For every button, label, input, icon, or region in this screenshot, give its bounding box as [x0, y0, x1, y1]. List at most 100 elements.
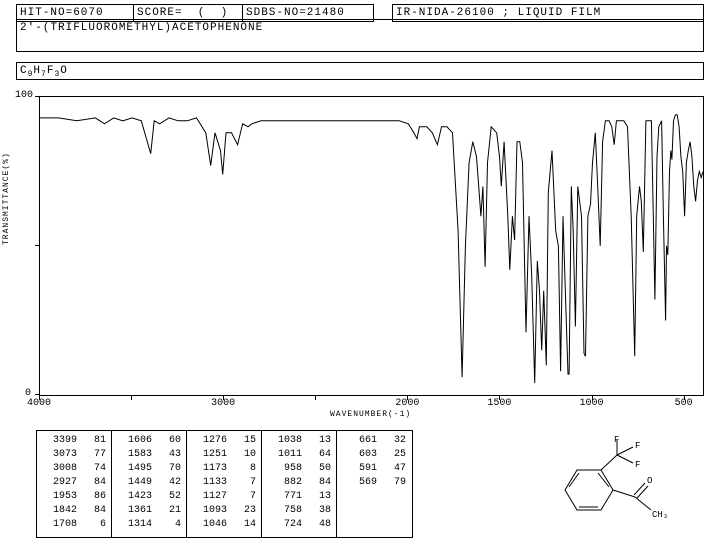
peak-wavenumber: 958	[262, 462, 306, 476]
peak-wavenumber: 3399	[37, 434, 81, 448]
peak-wavenumber: 1314	[112, 518, 156, 532]
peak-intensity: 77	[81, 448, 110, 462]
peak-wavenumber: 1251	[187, 448, 231, 462]
peak-row: 17086	[37, 518, 111, 532]
peak-wavenumber: 1038	[262, 434, 306, 448]
peak-intensity: 25	[381, 448, 410, 462]
peak-intensity: 84	[81, 504, 110, 518]
o-label: O	[647, 476, 652, 486]
peak-wavenumber: 1606	[112, 434, 156, 448]
xtick-label: 3000	[211, 398, 235, 409]
peak-wavenumber: 1093	[187, 504, 231, 518]
peak-wavenumber: 1423	[112, 490, 156, 504]
peak-wavenumber: 3008	[37, 462, 81, 476]
f-label: F	[635, 441, 640, 451]
peak-row: 184284	[37, 504, 111, 518]
peak-row: 59147	[337, 462, 412, 476]
peak-row: 104614	[187, 518, 261, 532]
peak-column: 1038131011649585088284771137583872448	[262, 431, 337, 537]
peak-intensity: 50	[306, 462, 335, 476]
peak-row: 11738	[187, 462, 261, 476]
xtick-mark	[131, 396, 132, 400]
peak-row: 160660	[112, 434, 186, 448]
peak-wavenumber: 3073	[37, 448, 81, 462]
peak-intensity: 43	[156, 448, 185, 462]
peak-wavenumber: 1583	[112, 448, 156, 462]
peak-row: 142352	[112, 490, 186, 504]
peak-row: 109323	[187, 504, 261, 518]
peak-intensity: 84	[306, 476, 335, 490]
peak-wavenumber: 1173	[187, 462, 231, 476]
peak-row: 75838	[262, 504, 336, 518]
peak-wavenumber: 661	[337, 434, 381, 448]
peak-row: 101164	[262, 448, 336, 462]
peak-intensity: 74	[81, 462, 110, 476]
peak-wavenumber: 2927	[37, 476, 81, 490]
xtick-mark	[315, 396, 316, 400]
peak-row: 307377	[37, 448, 111, 462]
peak-row: 292784	[37, 476, 111, 490]
peak-table: 3399813073773008742927841953861842841708…	[36, 430, 413, 538]
peak-row: 103813	[262, 434, 336, 448]
peak-row: 127615	[187, 434, 261, 448]
peak-row: 56979	[337, 476, 412, 490]
peak-intensity: 7	[231, 476, 260, 490]
peak-row: 339981	[37, 434, 111, 448]
ytick-100: 100	[15, 90, 33, 101]
xtick-label: 500	[675, 398, 693, 409]
peak-intensity: 4	[156, 518, 185, 532]
peak-column: 3399813073773008742927841953861842841708…	[37, 431, 112, 537]
peak-intensity: 10	[231, 448, 260, 462]
peak-intensity: 52	[156, 490, 185, 504]
peak-intensity: 81	[81, 434, 110, 448]
peak-row: 144942	[112, 476, 186, 490]
peak-wavenumber: 758	[262, 504, 306, 518]
x-axis-label: WAVENUMBER(-1)	[330, 410, 411, 419]
peak-row: 125110	[187, 448, 261, 462]
peak-wavenumber: 771	[262, 490, 306, 504]
peak-wavenumber: 569	[337, 476, 381, 490]
peak-row: 11337	[187, 476, 261, 490]
peak-intensity: 13	[306, 490, 335, 504]
peak-intensity: 42	[156, 476, 185, 490]
xtick-label: 1000	[580, 398, 604, 409]
peak-row: 77113	[262, 490, 336, 504]
peak-row: 300874	[37, 462, 111, 476]
peak-row: 195386	[37, 490, 111, 504]
peak-row: 136121	[112, 504, 186, 518]
peak-wavenumber: 1449	[112, 476, 156, 490]
xtick-label: 4000	[27, 398, 51, 409]
molecular-formula: C9H7F3O	[16, 62, 704, 80]
peak-wavenumber: 1495	[112, 462, 156, 476]
peak-intensity: 60	[156, 434, 185, 448]
peak-row: 60325	[337, 448, 412, 462]
spectrum-plot	[39, 96, 704, 396]
peak-wavenumber: 1708	[37, 518, 81, 532]
peak-wavenumber: 1046	[187, 518, 231, 532]
peak-wavenumber: 1276	[187, 434, 231, 448]
peak-wavenumber: 724	[262, 518, 306, 532]
peak-wavenumber: 1011	[262, 448, 306, 462]
ytick-mark	[35, 394, 39, 395]
peak-intensity: 7	[231, 490, 260, 504]
peak-wavenumber: 1953	[37, 490, 81, 504]
peak-row: 72448	[262, 518, 336, 532]
peak-intensity: 13	[306, 434, 335, 448]
peak-intensity: 84	[81, 476, 110, 490]
peak-row: 95850	[262, 462, 336, 476]
y-axis-label: TRANSMITTANCE(%)	[2, 152, 11, 245]
xtick-label: 2000	[395, 398, 419, 409]
ytick-mark	[35, 245, 39, 246]
peak-intensity: 64	[306, 448, 335, 462]
peak-column: 66132603255914756979	[337, 431, 412, 537]
peak-intensity: 23	[231, 504, 260, 518]
peak-row: 149570	[112, 462, 186, 476]
peak-row: 13144	[112, 518, 186, 532]
peak-intensity: 6	[81, 518, 110, 532]
compound-name: 2'-(TRIFLUOROMETHYL)ACETOPHENONE	[16, 19, 704, 52]
peak-intensity: 14	[231, 518, 260, 532]
f-label: F	[614, 435, 619, 445]
peak-row: 66132	[337, 434, 412, 448]
peak-wavenumber: 591	[337, 462, 381, 476]
ch3-label: CH₃	[652, 510, 668, 520]
